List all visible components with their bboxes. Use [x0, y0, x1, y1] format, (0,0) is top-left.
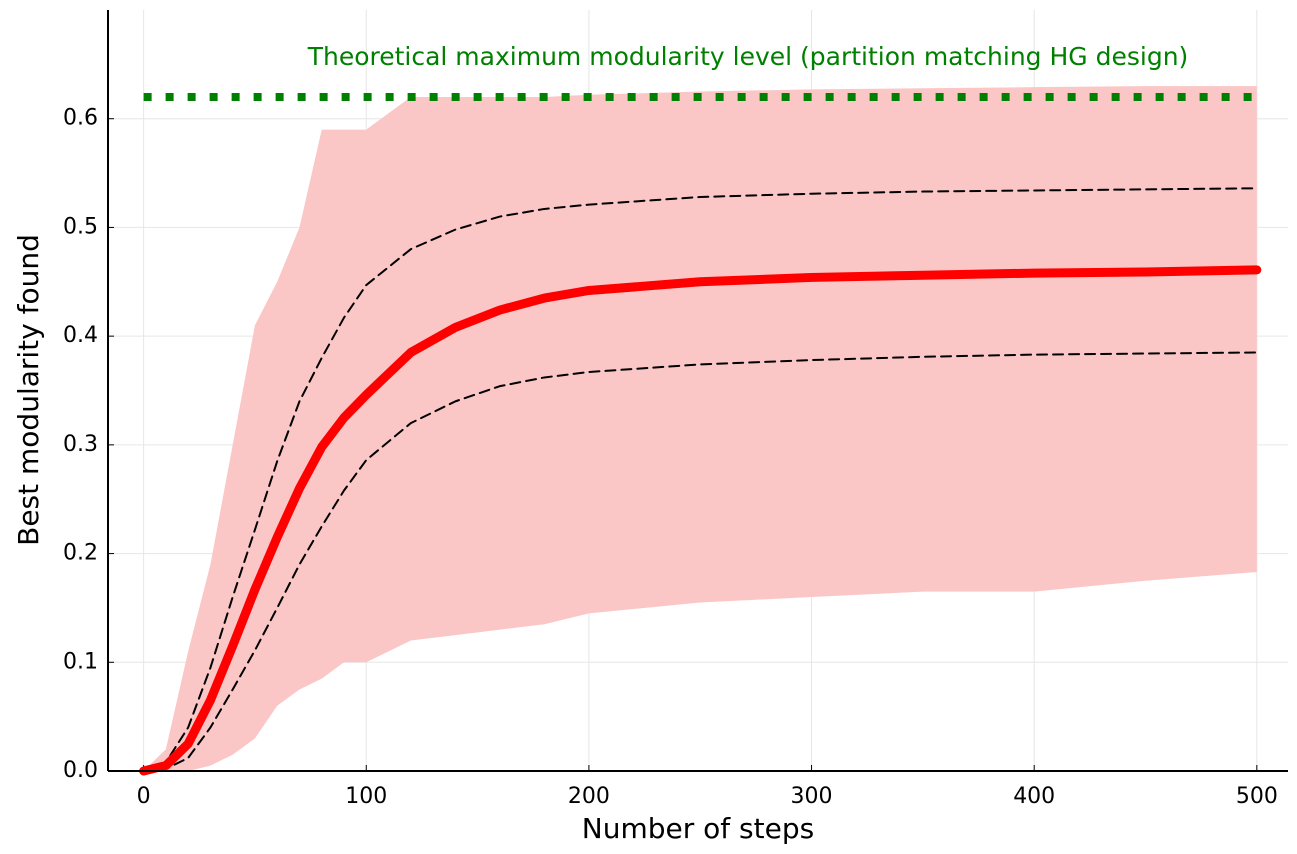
x-tick-label: 500 — [1236, 784, 1278, 809]
y-tick-label: 0.6 — [63, 106, 98, 131]
x-axis-label: Number of steps — [582, 812, 814, 845]
y-tick-label: 0.5 — [63, 214, 98, 239]
x-tick-label: 400 — [1013, 784, 1055, 809]
y-axis-label: Best modularity found — [12, 234, 45, 546]
x-tick-label: 300 — [791, 784, 833, 809]
x-tick-label: 0 — [137, 784, 151, 809]
x-tick-label: 200 — [568, 784, 610, 809]
reference-label: Theoretical maximum modularity level (pa… — [307, 42, 1189, 71]
y-tick-label: 0.2 — [63, 541, 98, 566]
y-tick-label: 0.4 — [63, 323, 98, 348]
dashed-line — [142, 187, 1258, 772]
mean-line — [139, 265, 1262, 776]
y-tick-label: 0.0 — [63, 758, 98, 783]
x-tick-label: 100 — [345, 784, 387, 809]
y-tick-label: 0.3 — [63, 432, 98, 457]
y-tick-label: 0.1 — [63, 649, 98, 674]
dashed-line — [142, 351, 1258, 772]
range-band — [143, 86, 1257, 772]
